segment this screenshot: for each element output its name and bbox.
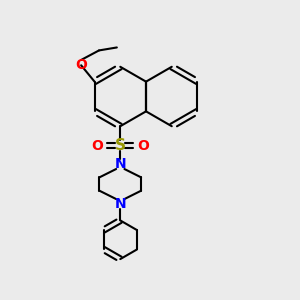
Text: O: O	[137, 139, 149, 152]
Text: N: N	[115, 157, 126, 171]
Text: O: O	[75, 58, 87, 72]
Text: O: O	[91, 139, 103, 152]
Text: N: N	[115, 197, 126, 211]
Text: S: S	[115, 138, 126, 153]
